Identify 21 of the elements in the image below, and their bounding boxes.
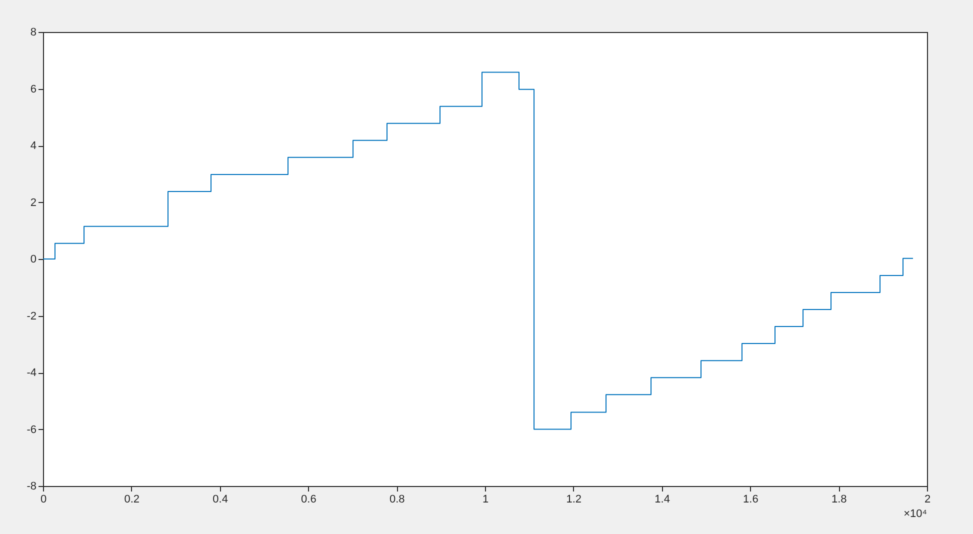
x-tick-label: 1.8 (831, 494, 847, 506)
x-tick-label: 0 (40, 494, 47, 506)
y-tick-label: -2 (26, 310, 36, 322)
x-tick-label: 1.4 (654, 494, 670, 506)
y-tick-label: -8 (26, 480, 36, 492)
y-tick-label: 0 (30, 254, 36, 266)
y-tick-label: 4 (30, 140, 36, 152)
y-tick-label: 6 (30, 83, 36, 96)
x-tick-label: 1 (482, 494, 489, 506)
x-tick-label: 0.6 (301, 494, 316, 506)
x-tick-label: 1.6 (743, 494, 758, 506)
y-tick-label: 2 (30, 196, 36, 209)
x-tick-label: 0.2 (124, 494, 140, 506)
x-tick-label: 0.8 (389, 494, 405, 506)
x-tick-label: 0.4 (212, 494, 228, 506)
y-tick-label: 8 (30, 26, 36, 38)
y-tick-label: -6 (26, 424, 36, 436)
x-tick-label: 1.2 (566, 494, 582, 506)
y-tick-label: -4 (26, 367, 36, 379)
text: ×10⁴ (904, 508, 928, 520)
x-tick-label: 2 (924, 494, 931, 506)
